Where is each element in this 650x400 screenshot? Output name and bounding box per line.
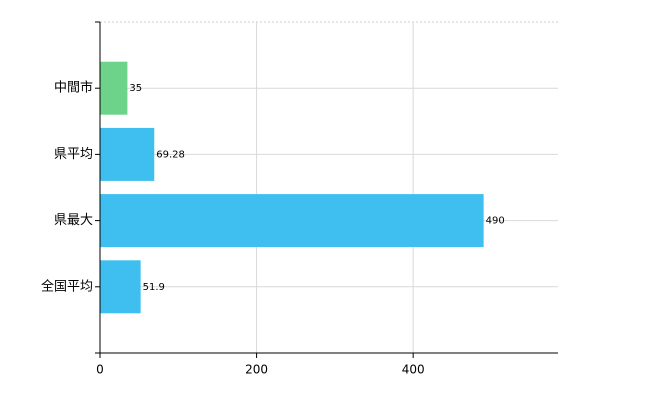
y-tick-label: 全国平均 — [41, 278, 93, 294]
y-tick-label: 県最大 — [54, 213, 93, 228]
bar — [100, 61, 128, 115]
value-label: 35 — [129, 83, 142, 94]
bar — [100, 127, 155, 181]
y-tick-label: 県平均 — [54, 147, 93, 162]
bar — [100, 194, 484, 248]
x-tick-label: 400 — [402, 363, 425, 377]
value-label: 490 — [486, 216, 505, 227]
x-tick-label: 0 — [96, 363, 104, 377]
bar — [100, 260, 141, 314]
value-label: 69.28 — [156, 149, 185, 160]
value-label: 51.9 — [143, 282, 165, 293]
x-tick-label: 200 — [245, 363, 268, 377]
y-tick-label: 中間市 — [54, 80, 93, 96]
